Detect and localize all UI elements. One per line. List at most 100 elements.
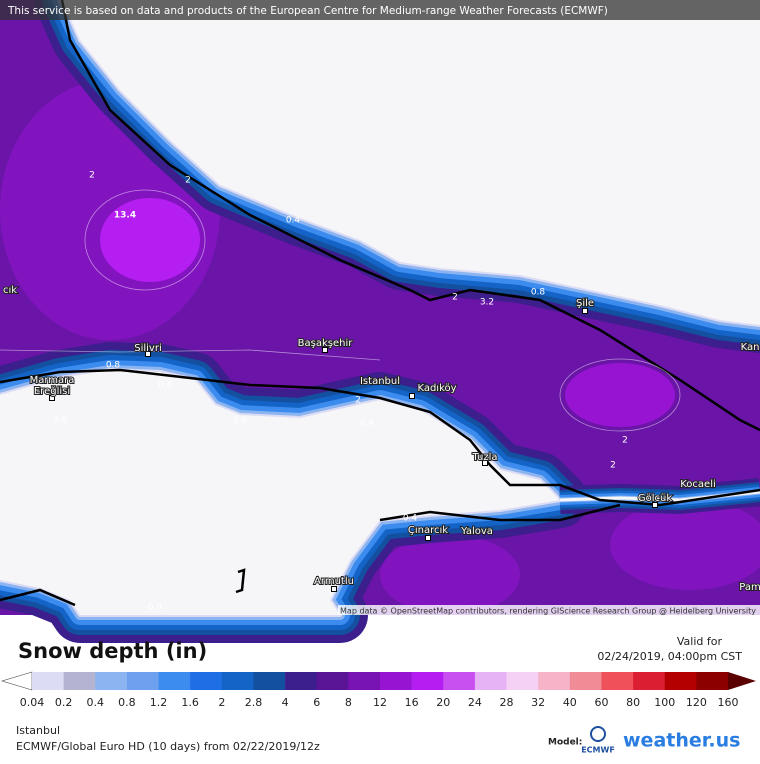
color-cell (158, 672, 191, 690)
city-marker (322, 347, 328, 353)
banner-bg (0, 0, 760, 20)
color-cell (95, 672, 128, 690)
city-marker (482, 460, 488, 466)
contour-label: 2 (622, 436, 628, 446)
tick-label: 28 (500, 696, 514, 709)
sea (0, 370, 560, 615)
contour (84, 189, 206, 291)
tick-label: 100 (654, 696, 675, 709)
colorbar: 0.04 0.2 0.4 0.8 1.2 1.6 2 2.8 4 6 8 12 16 20 24 28 32 40… (0, 671, 756, 709)
color-cell (32, 672, 64, 690)
model-logo: ECMWF (581, 746, 615, 755)
city-marker (425, 535, 431, 541)
city-label: Tuzla (471, 452, 497, 463)
color-cell (569, 672, 602, 690)
border-line (379, 503, 621, 522)
seas (0, 0, 760, 643)
banner: This service is based on data and produc… (7, 5, 608, 17)
model-run: ECMWF/Global Euro HD (10 days) from 02/2… (16, 740, 320, 753)
tick-label: 2.8 (245, 696, 263, 709)
contour-label: 0.6 (53, 416, 68, 426)
city-marker (331, 586, 337, 592)
city-label: Ereğlisi (34, 385, 70, 397)
color-cell (126, 672, 159, 690)
color-cell (633, 672, 666, 690)
tick-label: 1.6 (181, 696, 199, 709)
tick-label: 16 (405, 696, 419, 709)
snow-zone (380, 535, 520, 615)
max-label: 13.4 (114, 211, 136, 221)
model-label: Model: (548, 738, 582, 748)
city-label: cık (3, 285, 17, 296)
borders (0, 0, 760, 607)
tick-label: 120 (686, 696, 707, 709)
city-label: Kocaeli (680, 479, 716, 490)
city-label: Marmara (30, 375, 75, 386)
tick-label: 160 (718, 696, 739, 709)
city-label: Başakşehir (298, 338, 354, 349)
city-label: Şile (576, 298, 594, 309)
tick-label: 6 (313, 696, 320, 709)
city-marker (582, 308, 588, 314)
color-cell (316, 672, 349, 690)
color-cell (348, 672, 381, 690)
tick-label: 80 (626, 696, 640, 709)
city-label: Pam (739, 582, 760, 593)
snow-zone (610, 500, 760, 590)
color-cell (696, 672, 729, 690)
city-label: Armutlu (314, 576, 354, 587)
valid-time: 02/24/2019, 04:00pm CST (597, 650, 742, 663)
contour-label: 0.8 (106, 361, 121, 371)
ecmwf-icon (590, 726, 606, 742)
contour-label: 2 (610, 461, 616, 471)
contour (0, 349, 381, 361)
contour-label: 2 (355, 396, 361, 406)
contour-label: 0.4 (360, 419, 375, 429)
tick-label: 8 (345, 696, 352, 709)
snow-zone (565, 363, 675, 427)
tick-label: 20 (436, 696, 450, 709)
tick-label: 60 (594, 696, 608, 709)
city-label: Kan (741, 342, 760, 353)
tick-label: 0.4 (87, 696, 105, 709)
contours (0, 189, 681, 432)
city-label: Kadıköy (417, 383, 456, 394)
color-cell (285, 672, 318, 690)
snow-max (100, 198, 200, 282)
tick-label: 1.2 (150, 696, 168, 709)
city-label: Çınarcık (408, 525, 448, 536)
contour-label: 0.8 (233, 417, 248, 427)
city-label: Yalova (460, 526, 493, 537)
border-line (0, 588, 76, 607)
color-cell (474, 672, 507, 690)
tick-label: 32 (531, 696, 545, 709)
color-cell (601, 672, 634, 690)
border-line (235, 568, 246, 594)
tick-label: 0.8 (118, 696, 136, 709)
contour (559, 358, 681, 432)
tick-label: 40 (563, 696, 577, 709)
color-cell (190, 672, 223, 690)
tick-label: 4 (282, 696, 289, 709)
contour-label: 0.4 (403, 514, 418, 524)
color-cell (506, 672, 539, 690)
contour-label: 2 (89, 171, 95, 181)
contour-label: 2 (185, 176, 191, 186)
contour-label: 0.8 (148, 603, 163, 613)
attribution: Map data © OpenStreetMap contributors, r… (340, 607, 756, 616)
map: Silivri Başakşehir Istanbul Kadıköy MarmaraE… (0, 0, 760, 643)
tick-label: 0.04 (20, 696, 45, 709)
contour-label: 0.4 (286, 216, 301, 226)
color-cell (221, 672, 254, 690)
tick-label: 0.2 (55, 696, 73, 709)
city-label: Gölcük (638, 493, 672, 504)
over-arrow (728, 672, 756, 690)
under-arrow (0, 671, 33, 691)
contour-label: 3.2 (480, 298, 494, 308)
legend-title: Snow depth (in) (18, 639, 207, 663)
color-cell (538, 672, 571, 690)
color-cell (253, 672, 286, 690)
brand: weather.us (623, 730, 740, 752)
sea (62, 0, 760, 325)
